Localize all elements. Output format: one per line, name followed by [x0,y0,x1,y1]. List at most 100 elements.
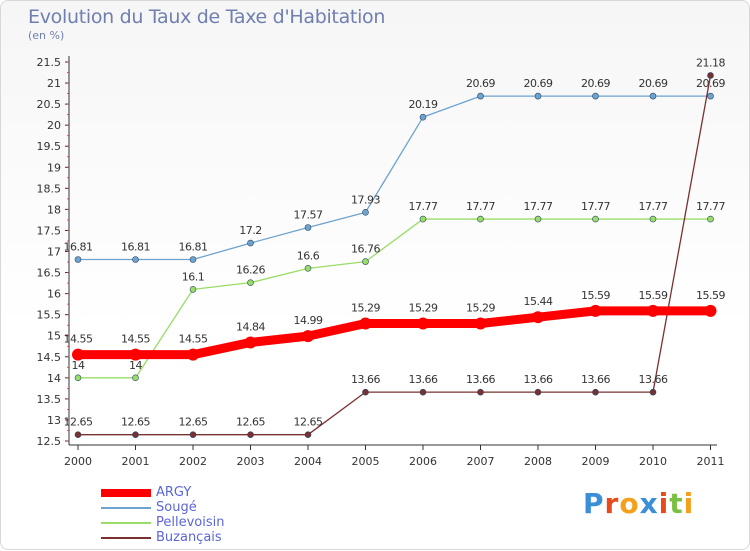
data-label: 20.69 [524,77,553,90]
data-point [304,265,312,272]
data-label: 15.29 [351,302,380,315]
data-label: 13.66 [409,373,438,386]
series-line-argy [73,306,715,360]
y-tick-label: 17 [47,246,61,259]
data-label: 15.59 [639,289,668,302]
data-point [304,431,312,438]
data-label: 13.66 [581,373,610,386]
data-point [534,92,542,100]
data-label: 17.77 [581,200,610,213]
data-point [532,311,544,324]
data-point [707,92,714,100]
data-label: 14.84 [236,320,265,333]
logo-letter: o [619,487,640,520]
data-label: 20.69 [639,77,668,90]
data-point [359,317,372,330]
data-label: 15.29 [409,302,438,315]
data-label: 17.93 [351,193,380,206]
y-tick-label: 18.5 [37,182,62,195]
data-point [362,258,369,265]
data-point [129,348,142,361]
x-tick-label: 2002 [179,455,207,468]
data-point [419,388,427,396]
data-point [132,256,139,263]
y-tick-label: 17.5 [37,224,62,237]
y-tick-label: 16.5 [37,267,62,280]
data-point [247,239,254,247]
data-point [189,286,197,293]
logo-letter: i [683,487,695,520]
data-label: 17.77 [466,200,495,213]
legend-label: Pellevoisin [156,515,225,530]
data-point [477,92,484,100]
data-point [649,388,657,396]
y-tick-label: 13 [47,414,61,427]
proxiti-logo: Proxiti [583,487,694,520]
data-point [132,431,139,438]
legend-swatch [101,537,151,539]
logo-letter: i [658,487,670,520]
series-line-pellevoisin [77,218,712,379]
data-label: 16.1 [182,270,205,283]
x-tick-label: 2010 [639,455,667,468]
y-tick-label: 15.5 [37,309,62,322]
data-label: 20.69 [581,77,610,90]
series-line-sougé [77,95,712,261]
x-tick-label: 2009 [582,455,610,468]
y-tick-label: 19.5 [37,140,62,153]
data-point [72,348,84,361]
data-label: 14 [72,359,85,372]
y-tick-label: 15 [47,330,61,343]
data-point [704,304,717,317]
y-tick-label: 12.5 [37,435,62,448]
x-tick-label: 2004 [294,455,322,468]
data-point [304,224,312,231]
legend-swatch [101,507,151,509]
x-tick-label: 2003 [237,455,265,468]
data-label: 14.55 [179,333,208,346]
data-label: 15.59 [581,289,610,302]
data-point [647,304,659,317]
y-tick-label: 19 [47,161,61,174]
data-label: 13.66 [524,373,553,386]
data-label: 15.44 [524,295,553,308]
x-tick-label: 2011 [697,455,725,468]
logo-letter: t [669,487,684,520]
data-label: 16.26 [236,264,265,277]
x-tick-label: 2007 [467,455,495,468]
data-label: 14.55 [64,333,93,346]
data-label: 12.65 [294,416,323,429]
y-tick-label: 14.5 [37,351,62,364]
data-label: 20.19 [409,98,438,111]
legend-swatch [101,522,151,524]
unit-label: (en %) [28,29,65,42]
data-point [302,330,314,343]
data-point [649,215,657,223]
series-line-buzançais [77,74,712,436]
legend-label: Sougé [156,500,197,515]
x-tick-label: 2008 [524,455,552,468]
data-label: 14.99 [294,314,323,327]
data-label: 15.59 [696,289,725,302]
data-point [589,304,602,317]
data-point [592,388,599,396]
data-label: 20.69 [466,77,495,90]
legend-label: ARGY [156,485,192,500]
y-tick-label: 20 [47,119,61,132]
y-tick-label: 16 [47,288,61,301]
legend-swatch [101,489,151,497]
data-label: 17.57 [294,208,323,221]
data-label: 12.65 [64,416,93,429]
data-label: 17.77 [696,200,725,213]
logo-letter: r [604,487,620,520]
data-point [419,113,427,121]
data-label: 12.65 [179,416,208,429]
y-tick-label: 13.5 [37,393,62,406]
data-label: 21.18 [696,56,725,69]
data-label: 13.66 [639,373,668,386]
data-point [247,431,254,438]
data-point [474,317,487,330]
data-label: 17.77 [409,200,438,213]
data-point [187,348,199,361]
